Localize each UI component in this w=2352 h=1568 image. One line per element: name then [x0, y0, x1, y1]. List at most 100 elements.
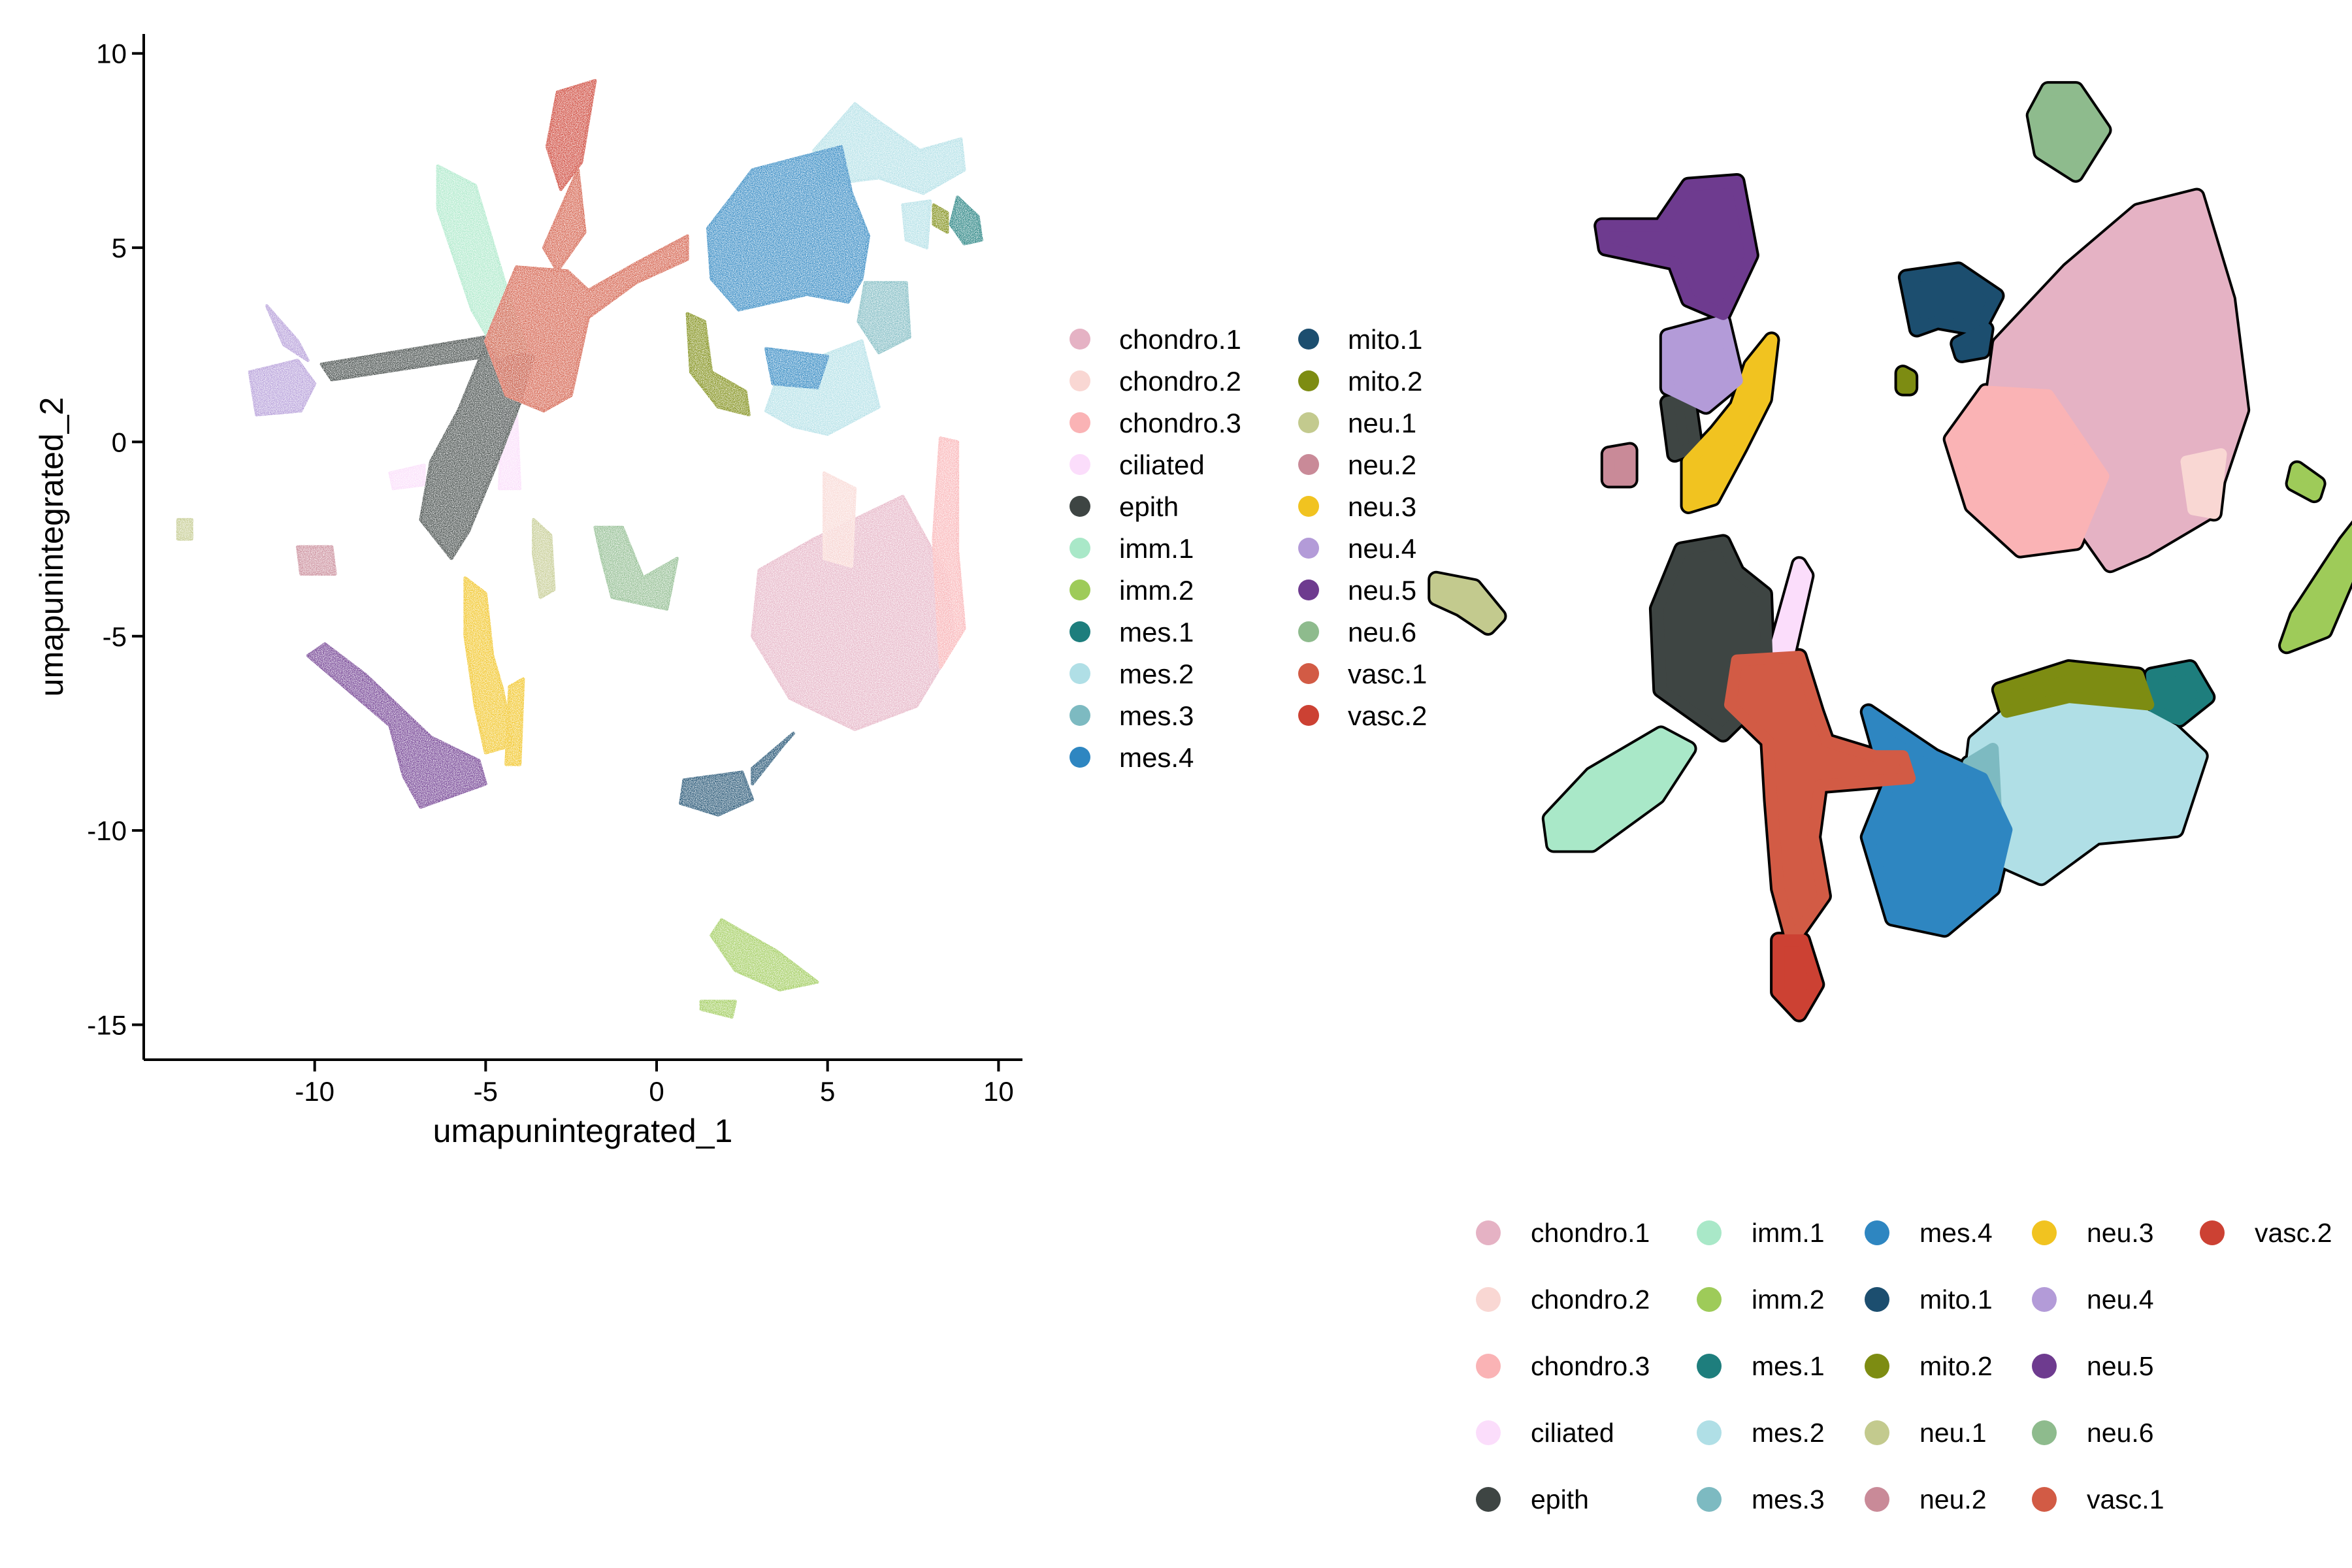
left-legend: chondro.1 chondro.2 chondro.3 ciliated epith… — [1070, 324, 1427, 773]
legend-key-mes-4 — [1865, 1220, 1889, 1245]
legend-key-neu-2 — [1865, 1487, 1889, 1512]
legend-item-mito-2: mito.2 — [1298, 366, 1422, 397]
cluster-neu-3-points-1 — [463, 576, 515, 755]
cluster-vasc-2-points-1 — [546, 78, 597, 191]
cluster-mes-1-points-1 — [949, 195, 983, 246]
legend-key-imm-1 — [1697, 1220, 1722, 1245]
x-tick-label: 0 — [649, 1076, 664, 1107]
legend-item-chondro-2: chondro.2 — [1476, 1284, 1650, 1315]
legend-item-mes-1: mes.1 — [1070, 617, 1194, 647]
legend-label-imm-1: imm.1 — [1752, 1218, 1825, 1248]
legend-key-vasc-2 — [2200, 1220, 2225, 1245]
legend-label-chondro-2: chondro.2 — [1531, 1284, 1650, 1315]
legend-item-neu-2: neu.2 — [1298, 449, 1416, 480]
legend-label-imm-2: imm.2 — [1752, 1284, 1825, 1315]
legend-key-chondro-3 — [1070, 412, 1090, 433]
legend-label-neu-2: neu.2 — [1919, 1484, 1987, 1514]
legend-key-chondro-3 — [1476, 1354, 1501, 1379]
cluster-vasc-1-points-2 — [542, 168, 587, 273]
legend-item-neu-1: neu.1 — [1298, 408, 1416, 438]
legend-key-neu-5 — [1298, 580, 1319, 600]
y-axis-title: umapunintegrated_2 — [33, 397, 70, 697]
x-axis-title: umapunintegrated_1 — [433, 1113, 733, 1149]
cluster-imm-2-points-2 — [699, 1000, 737, 1019]
legend-key-ciliated — [1476, 1420, 1501, 1445]
legend-label-mes-1: mes.1 — [1119, 617, 1194, 647]
legend-item-mes-3: mes.3 — [1697, 1484, 1825, 1514]
legend-item-mes-4: mes.4 — [1865, 1218, 1993, 1248]
legend-label-ciliated: ciliated — [1531, 1418, 1614, 1448]
legend-key-vasc-1 — [1298, 663, 1319, 684]
y-tick-label: -15 — [87, 1009, 127, 1040]
cluster-epith-points-2 — [319, 335, 487, 382]
cluster-vasc-1-points-1 — [483, 234, 689, 413]
legend-label-neu-5: neu.5 — [2087, 1351, 2154, 1381]
legend-key-neu-6 — [1298, 621, 1319, 642]
legend-key-mes-2 — [1070, 663, 1090, 684]
cluster-mes-4-points-1 — [706, 145, 870, 312]
cluster-mito-2-points-1 — [1993, 662, 2155, 718]
x-axis-ticks: -10 -5 0 5 10 — [295, 1060, 1014, 1107]
cluster-ciliated-points-2 — [388, 463, 426, 491]
legend-key-chondro-1 — [1070, 329, 1090, 350]
legend-key-imm-2 — [1697, 1287, 1722, 1312]
legend-label-imm-1: imm.1 — [1119, 533, 1194, 564]
legend-key-neu-3 — [2032, 1220, 2057, 1245]
legend-key-mito-1 — [1298, 329, 1319, 350]
legend-item-ciliated: ciliated — [1476, 1418, 1614, 1448]
legend-key-epith — [1476, 1487, 1501, 1512]
legend-label-chondro-1: chondro.1 — [1531, 1218, 1650, 1248]
cluster-mes-2-points-3 — [901, 199, 932, 250]
legend-key-mes-3 — [1070, 705, 1090, 726]
legend-item-neu-6: neu.6 — [1298, 617, 1416, 647]
legend-item-neu-4: neu.4 — [2032, 1284, 2154, 1315]
legend-label-imm-2: imm.2 — [1119, 575, 1194, 606]
cluster-mes-3-points-1 — [857, 281, 911, 355]
cluster-imm-2-points-2 — [2287, 463, 2324, 501]
cluster-imm-2-points-1 — [2281, 524, 2352, 652]
cluster-neu-2-points-1 — [1603, 444, 1636, 486]
cluster-neu-5-points-1 — [1596, 176, 1757, 320]
legend-key-mito-1 — [1865, 1287, 1889, 1312]
legend-label-chondro-1: chondro.1 — [1119, 324, 1241, 355]
cluster-chondro-2-points-1 — [823, 471, 857, 568]
legend-item-neu-2: neu.2 — [1865, 1484, 1987, 1514]
cluster-epith-points-2 — [1661, 393, 1702, 461]
legend-item-neu-3: neu.3 — [2032, 1218, 2154, 1248]
legend-item-mes-4: mes.4 — [1070, 742, 1194, 773]
legend-key-mito-2 — [1865, 1354, 1889, 1379]
legend-label-mes-3: mes.3 — [1752, 1484, 1825, 1514]
legend-item-neu-1: neu.1 — [1865, 1418, 1987, 1448]
legend-label-chondro-3: chondro.3 — [1119, 408, 1241, 438]
legend-key-neu-1 — [1298, 412, 1319, 433]
legend-key-neu-4 — [2032, 1287, 2057, 1312]
cluster-mito-2-points-2 — [1897, 367, 1916, 394]
legend-label-mito-2: mito.2 — [1348, 366, 1422, 397]
legend-key-vasc-2 — [1298, 705, 1319, 726]
legend-key-neu-2 — [1298, 454, 1319, 475]
legend-key-mes-4 — [1070, 747, 1090, 768]
cluster-neu-6-points-1 — [593, 525, 679, 611]
legend-key-chondro-2 — [1070, 370, 1090, 391]
legend-item-vasc-1: vasc.1 — [2032, 1484, 2164, 1514]
legend-key-neu-6 — [2032, 1420, 2057, 1445]
legend-label-neu-2: neu.2 — [1348, 449, 1416, 480]
legend-label-mes-4: mes.4 — [1919, 1218, 1993, 1248]
legend-item-mes-2: mes.2 — [1070, 659, 1194, 689]
legend-key-imm-1 — [1070, 538, 1090, 559]
legend-key-neu-3 — [1298, 496, 1319, 517]
legend-label-neu-4: neu.4 — [1348, 533, 1416, 564]
legend-item-neu-5: neu.5 — [1298, 575, 1416, 606]
legend-item-mes-1: mes.1 — [1697, 1351, 1825, 1381]
legend-label-epith: epith — [1119, 491, 1179, 522]
cluster-neu-3-points-1 — [1682, 334, 1778, 512]
cluster-chondro-3-points-1 — [932, 436, 966, 669]
y-tick-label: 5 — [112, 233, 127, 263]
legend-label-neu-1: neu.1 — [1348, 408, 1416, 438]
legend-label-epith: epith — [1531, 1484, 1589, 1514]
legend-label-mito-1: mito.1 — [1919, 1284, 1993, 1315]
x-tick-label: 5 — [820, 1076, 835, 1107]
cluster-mito-1-points-2 — [751, 732, 795, 786]
legend-item-neu-3: neu.3 — [1298, 491, 1416, 522]
left-cluster-points — [176, 78, 983, 1019]
